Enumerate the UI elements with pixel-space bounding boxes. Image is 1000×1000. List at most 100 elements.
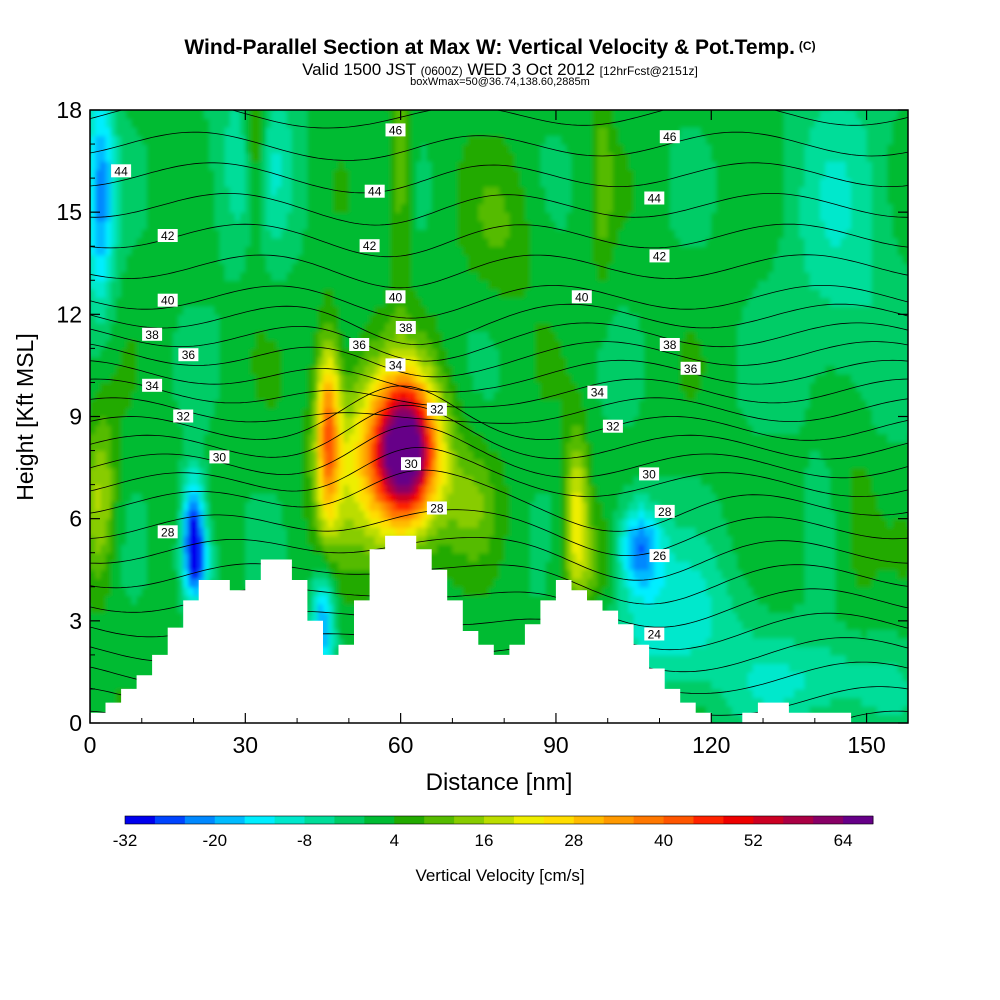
- velocity-cell: [152, 535, 158, 545]
- valid-time-line: Valid 1500 JST (0600Z) WED 3 Oct 2012 [1…: [0, 60, 1000, 80]
- velocity-cell: [115, 612, 122, 622]
- velocity-cell: [214, 467, 221, 477]
- velocity-cell: [194, 723, 200, 732]
- velocity-cell: [126, 501, 132, 511]
- velocity-cell: [323, 382, 329, 392]
- velocity-cell: [235, 178, 241, 188]
- velocity-cell: [266, 237, 272, 247]
- velocity-cell: [426, 152, 433, 162]
- velocity-cell: [240, 416, 246, 426]
- velocity-cell: [323, 331, 329, 341]
- velocity-cell: [141, 314, 148, 324]
- velocity-cell: [229, 399, 236, 409]
- velocity-cell: [339, 723, 345, 732]
- velocity-cell: [203, 203, 210, 213]
- velocity-cell: [281, 484, 288, 494]
- velocity-cell: [338, 280, 345, 290]
- velocity-cell: [157, 127, 164, 137]
- velocity-cell: [131, 237, 138, 247]
- velocity-cell: [286, 450, 293, 460]
- velocity-cell: [219, 212, 226, 222]
- velocity-cell: [291, 263, 298, 273]
- velocity-cell: [271, 297, 277, 307]
- velocity-cell: [328, 578, 334, 588]
- velocity-cell: [110, 629, 117, 639]
- velocity-cell: [333, 339, 340, 349]
- velocity-cell: [291, 373, 298, 383]
- velocity-cell: [90, 263, 96, 273]
- velocity-cell: [405, 433, 412, 443]
- velocity-cell: [390, 425, 397, 435]
- velocity-cell: [405, 399, 412, 409]
- velocity-cell: [369, 297, 376, 307]
- velocity-cell: [359, 433, 365, 443]
- velocity-cell: [302, 348, 309, 358]
- velocity-cell: [333, 348, 340, 358]
- velocity-cell: [95, 569, 101, 579]
- velocity-cell: [229, 110, 236, 111]
- velocity-cell: [297, 178, 303, 188]
- velocity-cell: [203, 518, 210, 528]
- velocity-cell: [359, 229, 365, 239]
- velocity-cell: [250, 544, 257, 554]
- velocity-cell: [271, 186, 277, 196]
- velocity-cell: [162, 152, 169, 162]
- velocity-cell: [95, 450, 101, 460]
- velocity-cell: [364, 433, 371, 443]
- velocity-cell: [317, 450, 324, 460]
- velocity-cell: [121, 254, 127, 264]
- velocity-cell: [214, 220, 221, 230]
- velocity-cell: [260, 135, 267, 145]
- velocity-cell: [291, 348, 298, 358]
- velocity-cell: [100, 416, 107, 426]
- velocity-cell: [297, 280, 303, 290]
- velocity-cell: [302, 322, 309, 332]
- velocity-cell: [343, 203, 350, 213]
- velocity-cell: [359, 399, 365, 409]
- velocity-cell: [245, 288, 252, 298]
- velocity-cell: [178, 110, 184, 120]
- velocity-cell: [317, 595, 324, 605]
- velocity-cell: [146, 416, 153, 426]
- velocity-cell: [85, 723, 91, 732]
- velocity-cell: [281, 527, 288, 537]
- velocity-cell: [307, 186, 314, 196]
- velocity-cell: [126, 229, 132, 239]
- velocity-cell: [115, 127, 122, 137]
- velocity-cell: [281, 195, 288, 205]
- velocity-cell: [369, 161, 376, 171]
- velocity-cell: [105, 527, 112, 537]
- velocity-cell: [250, 425, 257, 435]
- velocity-cell: [369, 518, 376, 528]
- velocity-cell: [131, 552, 138, 562]
- velocity-cell: [338, 450, 345, 460]
- velocity-cell: [379, 118, 386, 128]
- velocity-cell: [152, 561, 158, 571]
- velocity-cell: [235, 169, 241, 179]
- velocity-cell: [255, 399, 262, 409]
- velocity-cell: [416, 195, 422, 205]
- velocity-cell: [302, 110, 309, 120]
- velocity-cell: [359, 510, 365, 520]
- velocity-cell: [255, 203, 262, 213]
- velocity-cell: [141, 476, 148, 486]
- velocity-cell: [348, 203, 355, 213]
- velocity-cell: [188, 595, 195, 605]
- velocity-cell: [333, 220, 340, 230]
- velocity-cell: [328, 203, 334, 213]
- velocity-cell: [421, 348, 428, 358]
- velocity-cell: [281, 186, 288, 196]
- velocity-cell: [224, 118, 231, 128]
- velocity-cell: [95, 348, 101, 358]
- velocity-cell: [400, 263, 407, 273]
- velocity-cell: [426, 425, 433, 435]
- velocity-cell: [193, 178, 200, 188]
- velocity-cell: [416, 127, 422, 137]
- velocity-cell: [131, 501, 138, 511]
- velocity-cell: [121, 237, 127, 247]
- velocity-cell: [193, 365, 200, 375]
- velocity-cell: [317, 518, 324, 528]
- velocity-cell: [250, 416, 257, 426]
- velocity-cell: [183, 382, 189, 392]
- velocity-cell: [338, 373, 345, 383]
